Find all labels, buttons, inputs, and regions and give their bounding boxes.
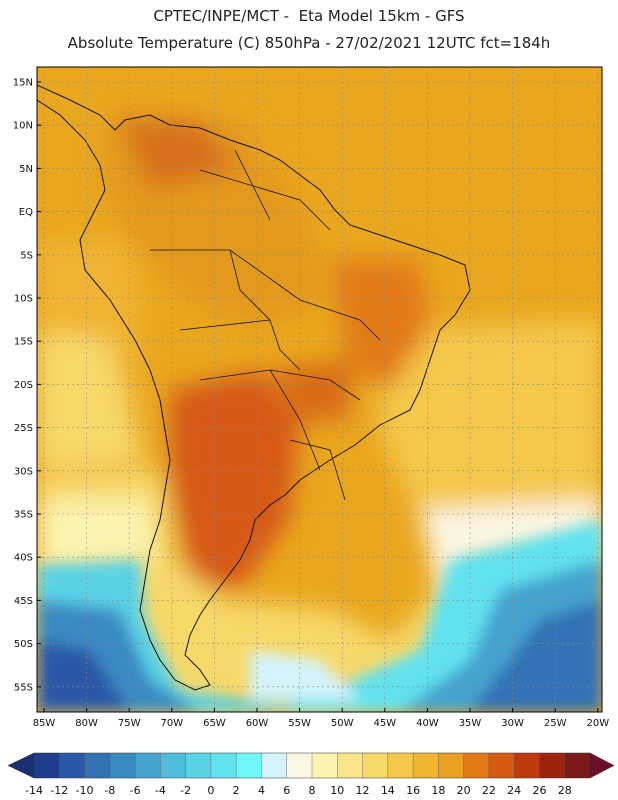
lat-tick-label: 30S <box>14 466 33 477</box>
colorbar-value-label: 28 <box>558 784 572 797</box>
colorbar-swatch <box>109 753 136 778</box>
drake-transition-zone <box>250 650 360 700</box>
colorbar-value-label: 22 <box>482 784 496 797</box>
lon-tick-label: 45W <box>373 718 396 729</box>
lat-tick-label: 25S <box>14 423 33 434</box>
atlantic-coldest-core <box>470 600 602 712</box>
colorbar-swatch <box>514 753 540 778</box>
lon-tick-label: 20W <box>586 718 609 729</box>
longitude-axis: 85W 80W 75W 70W 65W 60W 55W 50W 45W 40W 35W 30W 25W 2… <box>33 708 609 729</box>
lon-tick-label: 30W <box>501 718 524 729</box>
colorbar-swatch <box>261 753 288 778</box>
colorbar-value-label: 18 <box>431 784 445 797</box>
colorbar-swatch <box>413 753 439 778</box>
colorbar-value-label: 6 <box>283 784 290 797</box>
colorbar-swatch <box>185 753 212 778</box>
lat-tick-label: EQ <box>19 207 33 218</box>
lon-tick-label: 65W <box>203 718 226 729</box>
colorbar-swatch <box>312 753 338 778</box>
colorbar-swatch <box>387 753 414 778</box>
lat-tick-label: 15N <box>13 78 33 89</box>
temperature-field <box>37 67 602 712</box>
colorbar-swatch <box>438 753 464 778</box>
coastline <box>37 84 471 691</box>
lat-tick-label: 50S <box>14 639 33 650</box>
lat-tick-label: 5N <box>19 164 33 175</box>
colorbar-high-arrow <box>589 752 615 779</box>
colorbar-value-label: 10 <box>330 784 344 797</box>
lat-tick-label: 55S <box>14 682 33 693</box>
colorbar-value-label: 26 <box>532 784 546 797</box>
lon-tick-label: 50W <box>331 718 354 729</box>
lon-tick-label: 85W <box>33 718 56 729</box>
map-title-line-2: Absolute Temperature (C) 850hPa - 27/02/… <box>67 34 551 52</box>
colorbar-value-label: -10 <box>76 784 94 797</box>
colorbar-swatch <box>286 753 313 778</box>
colorbar-swatch <box>135 753 161 778</box>
country-borders <box>150 149 381 501</box>
colorbar-value-label: 14 <box>381 784 395 797</box>
lat-tick-label: 45S <box>14 596 33 607</box>
colorbar-swatch <box>539 753 566 778</box>
colorbar-value-label: -14 <box>25 784 43 797</box>
colorbar-swatch <box>59 753 85 778</box>
colorbar-value-label: -8 <box>104 784 115 797</box>
colorbar-swatch <box>210 753 237 778</box>
map-frame <box>36 66 603 713</box>
lat-tick-label: 10N <box>13 121 33 132</box>
colorbar-swatch <box>488 753 515 778</box>
lat-tick-label: 15S <box>14 337 33 348</box>
lat-tick-label: 35S <box>14 510 33 521</box>
colorbar-value-label: 20 <box>457 784 471 797</box>
colorbar-swatch <box>362 753 389 778</box>
graticule <box>37 67 602 712</box>
colorbar <box>7 752 615 779</box>
pacific-pale-band <box>37 500 155 570</box>
lat-tick-label: 5S <box>20 250 33 261</box>
lat-tick-label: 20S <box>14 380 33 391</box>
colorbar-swatch <box>564 753 591 778</box>
colorbar-value-label: -6 <box>130 784 141 797</box>
colorbar-value-label: 24 <box>507 784 521 797</box>
colorbar-swatch <box>160 753 186 778</box>
colorbar-swatch <box>236 753 262 778</box>
colorbar-value-label: -4 <box>155 784 166 797</box>
colorbar-value-label: 0 <box>207 784 214 797</box>
colorbar-swatch <box>463 753 490 778</box>
colorbar-swatch <box>34 753 60 778</box>
colorbar-labels: -14 -12 -10 -8 -6 -4 -2 0 2 4 6 8 10 12 14 16 18 20 22 24 26… <box>25 784 572 797</box>
paraguay-hotspot <box>270 360 350 420</box>
lon-tick-label: 25W <box>544 718 567 729</box>
colorbar-value-label: 16 <box>406 784 420 797</box>
colorbar-swatch <box>84 753 111 778</box>
colorbar-value-label: 2 <box>233 784 240 797</box>
colorbar-swatch <box>337 753 363 778</box>
map-title-line-1: CPTEC/INPE/MCT - Eta Model 15km - GFS <box>153 7 465 25</box>
lat-tick-label: 40S <box>14 553 33 564</box>
colorbar-value-label: 8 <box>309 784 316 797</box>
lon-tick-label: 75W <box>118 718 141 729</box>
argentina-hotspot <box>170 370 300 590</box>
pacific-mid-zone <box>37 330 140 470</box>
lon-tick-label: 40W <box>416 718 439 729</box>
lat-tick-label: 10S <box>14 294 33 305</box>
colorbar-value-label: -2 <box>180 784 191 797</box>
pacific-coldest-core <box>37 640 130 712</box>
colorbar-value-label: 4 <box>258 784 265 797</box>
colorbar-low-arrow <box>7 752 35 779</box>
colorbar-value-label: -12 <box>50 784 68 797</box>
colombia-hotspot <box>120 120 240 190</box>
atlantic-warm-zone <box>380 320 602 520</box>
colorbar-value-label: 12 <box>356 784 370 797</box>
latitude-axis: 15N 10N 5N EQ 5S 10S 15S 20S 25S 30S 35S 40S 45S 50S 5… <box>13 78 41 693</box>
lon-tick-label: 55W <box>288 718 311 729</box>
northeast-brazil-hotspot <box>330 260 430 390</box>
lon-tick-label: 70W <box>160 718 183 729</box>
lon-tick-label: 80W <box>75 718 98 729</box>
lon-tick-label: 60W <box>246 718 269 729</box>
lon-tick-label: 35W <box>459 718 482 729</box>
